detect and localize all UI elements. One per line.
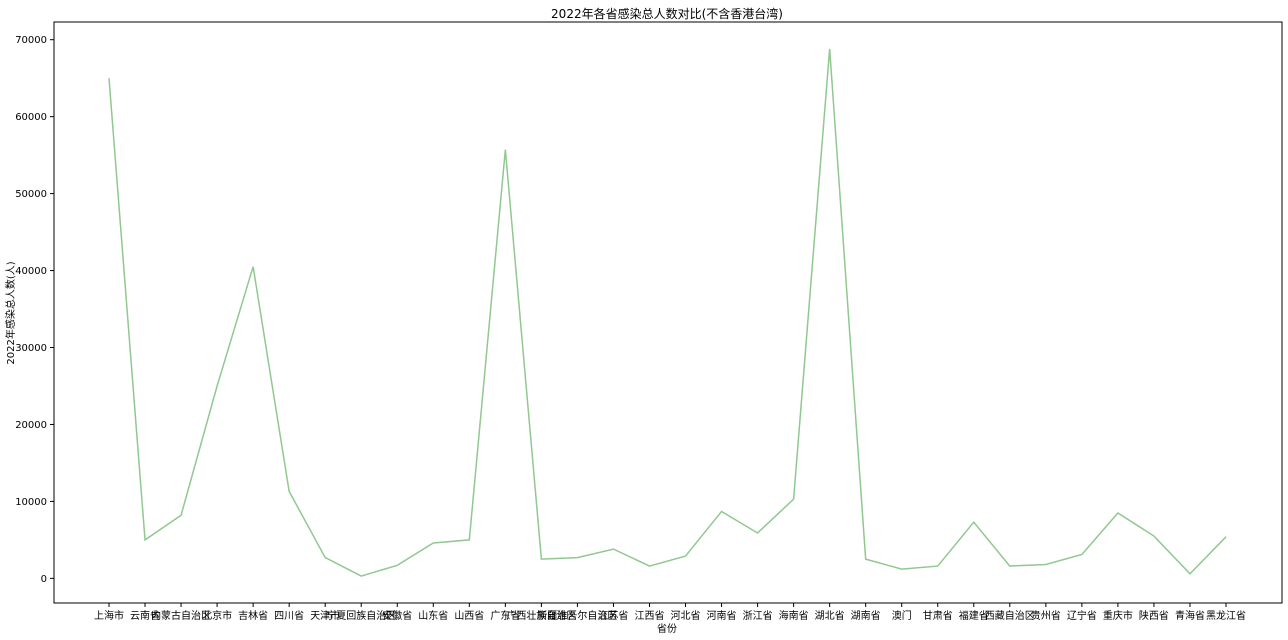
data-point xyxy=(685,555,687,557)
data-point xyxy=(1009,565,1011,567)
y-axis: 0 10000 20000 30000 40000 50000 60000 70000 xyxy=(15,35,54,585)
x-tick-label: 海南省 xyxy=(779,609,809,622)
y-tick-label: 30000 xyxy=(15,343,47,354)
x-tick-label: 重庆市 xyxy=(1103,609,1133,622)
data-point xyxy=(216,385,218,387)
data-point xyxy=(1117,512,1119,514)
series-line xyxy=(108,48,1227,577)
x-tick-label: 广东省 xyxy=(490,609,520,622)
data-point xyxy=(1225,536,1227,538)
x-tick-label: 西藏自治区 xyxy=(985,609,1035,622)
x-tick-label: 四川省 xyxy=(274,609,304,622)
x-tick-label: 湖南省 xyxy=(851,609,881,622)
x-tick-label: 上海市 xyxy=(94,609,124,622)
data-point xyxy=(432,542,434,544)
data-point xyxy=(937,565,939,567)
x-tick-label: 安徽省 xyxy=(382,609,412,622)
x-tick-label: 浙江省 xyxy=(743,609,773,622)
y-tick-label: 40000 xyxy=(15,266,47,277)
y-tick-label: 50000 xyxy=(15,189,47,200)
y-tick-label: 0 xyxy=(41,574,47,585)
x-tick-label: 黑龙江省 xyxy=(1206,609,1246,622)
x-tick-label: 天津市 xyxy=(310,609,340,622)
data-point xyxy=(793,498,795,500)
data-point xyxy=(360,575,362,577)
data-point xyxy=(865,558,867,560)
data-point xyxy=(288,490,290,492)
data-point xyxy=(1081,554,1083,556)
data-point xyxy=(721,510,723,512)
data-point xyxy=(973,521,975,523)
data-point xyxy=(144,539,146,541)
x-tick-label: 山西省 xyxy=(454,609,484,622)
x-tick-label: 新疆维吾尔自治区 xyxy=(537,609,617,622)
data-point xyxy=(1189,573,1191,575)
data-point xyxy=(468,539,470,541)
data-point xyxy=(252,266,254,268)
data-point xyxy=(1045,564,1047,566)
x-tick-label: 河南省 xyxy=(707,609,737,622)
x-tick-label: 澳门 xyxy=(892,609,912,622)
x-tick-label: 江苏省 xyxy=(598,609,628,622)
data-point xyxy=(901,568,903,570)
data-point xyxy=(180,514,182,516)
x-tick-label: 宁夏回族自治区 xyxy=(326,609,396,622)
x-tick-label: 江西省 xyxy=(634,609,664,622)
y-axis-label: 2022年感染总人数(人) xyxy=(4,261,17,364)
plot-area xyxy=(53,21,1283,604)
data-point xyxy=(396,564,398,566)
x-tick-label: 河北省 xyxy=(671,609,701,622)
data-point xyxy=(324,557,326,559)
x-axis-label: 省份 xyxy=(657,622,677,635)
x-tick-label: 甘肃省 xyxy=(923,609,953,622)
data-point xyxy=(757,532,759,534)
y-tick-label: 10000 xyxy=(15,497,47,508)
chart-title: 2022年各省感染总人数对比(不含香港台湾) xyxy=(551,6,783,21)
data-point xyxy=(829,48,831,50)
x-tick-label: 云南省 xyxy=(130,609,160,622)
data-point xyxy=(612,548,614,550)
data-point xyxy=(108,77,110,79)
data-point xyxy=(576,557,578,559)
x-tick-label: 吉林省 xyxy=(238,609,268,622)
x-tick-label: 青海省 xyxy=(1175,609,1205,622)
x-tick-label: 广西壮族自治区 xyxy=(506,609,576,622)
x-tick-label: 陕西省 xyxy=(1139,609,1169,622)
x-tick-label: 贵州省 xyxy=(1031,609,1061,622)
x-tick-label: 山东省 xyxy=(418,609,448,622)
x-tick-label: 湖北省 xyxy=(815,609,845,622)
data-point xyxy=(540,558,542,560)
x-tick-label: 北京市 xyxy=(202,609,232,622)
y-tick-label: 70000 xyxy=(15,35,47,46)
data-point xyxy=(648,565,650,567)
x-tick-label: 福建省 xyxy=(959,609,989,622)
data-point xyxy=(504,149,506,151)
x-tick-label: 内蒙古自治区 xyxy=(151,609,211,622)
data-point xyxy=(1153,535,1155,537)
x-tick-label: 辽宁省 xyxy=(1067,609,1097,622)
y-tick-label: 20000 xyxy=(15,420,47,431)
y-tick-label: 60000 xyxy=(15,112,47,123)
